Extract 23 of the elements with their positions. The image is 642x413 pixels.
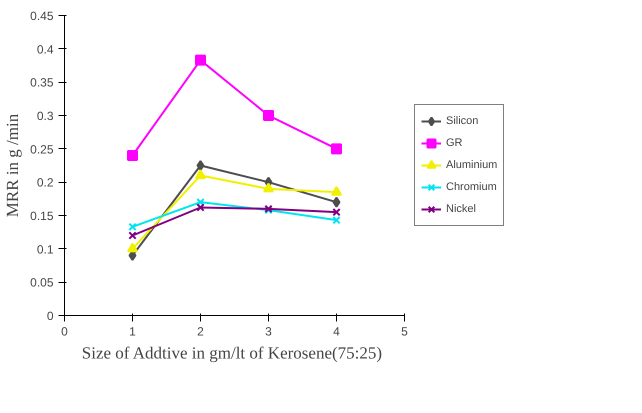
legend-label: Aluminium: [446, 159, 498, 171]
y-tick-label: 0.05: [30, 276, 54, 290]
x-tick-label: 5: [401, 324, 408, 338]
y-tick-label: 0.45: [30, 9, 54, 23]
x-axis-title: Size of Addtive in gm/lt of Kerosene(75:25): [82, 344, 382, 362]
x-tick-label: 3: [265, 324, 272, 338]
y-tick-label: 0.25: [30, 142, 54, 156]
x-tick-label: 0: [61, 324, 68, 338]
x-tick-label: 2: [197, 324, 204, 338]
legend-label: Nickel: [446, 203, 476, 215]
y-tick-label: 0.3: [36, 109, 54, 123]
legend-label: Silicon: [446, 115, 478, 127]
x-tick-label: 1: [129, 324, 136, 338]
y-tick-label: 0.2: [36, 176, 54, 190]
x-tick-label: 4: [333, 324, 340, 338]
y-tick-label: 0.15: [30, 209, 54, 223]
y-tick-label: 0.4: [36, 42, 54, 56]
y-tick-label: 0: [46, 309, 54, 323]
y-tick-label: 0.1: [36, 242, 54, 256]
y-axis-title: MRR in g /min: [3, 113, 22, 218]
y-tick-label: 0.35: [30, 76, 54, 90]
legend-label: Chromium: [446, 181, 497, 193]
legend-label: GR: [446, 137, 464, 149]
